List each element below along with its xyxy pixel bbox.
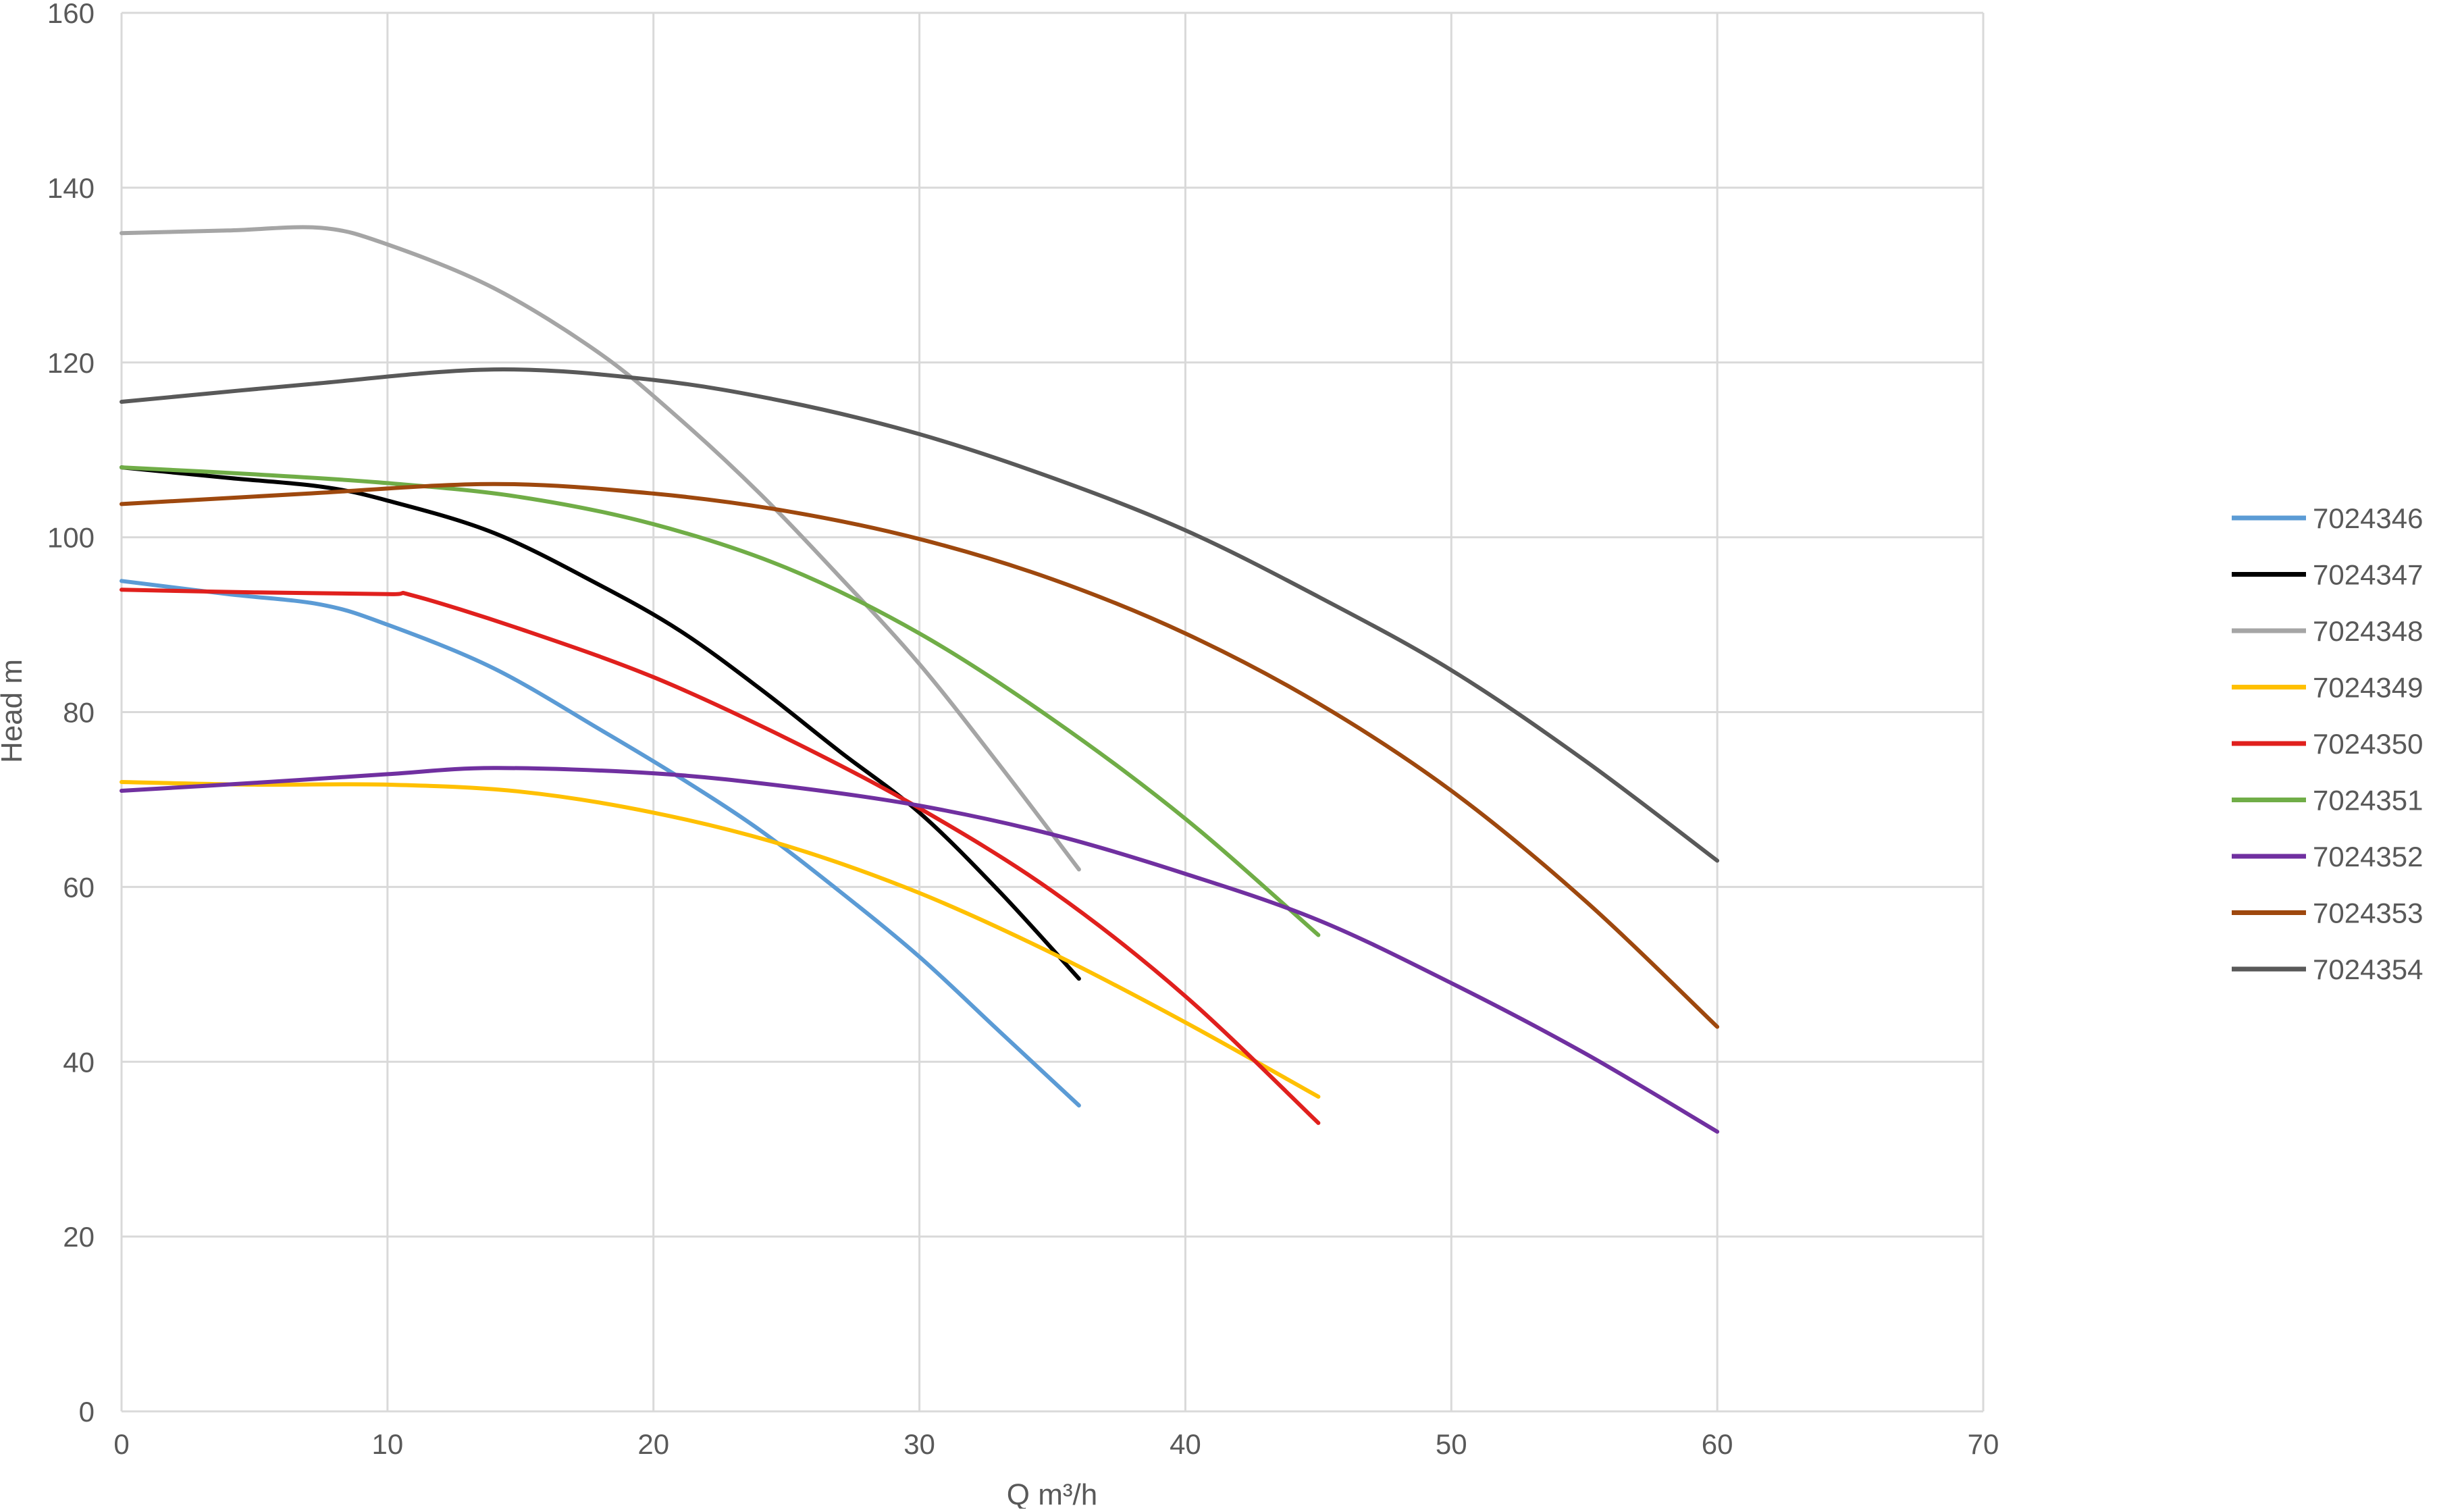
series-line-7024353	[120, 481, 1720, 1029]
series-line-7024352	[120, 766, 1720, 1134]
legend-label-7024352: 7024352	[2313, 841, 2423, 872]
legend-label-7024350: 7024350	[2313, 728, 2423, 760]
legend-label-7024348: 7024348	[2313, 615, 2423, 647]
series-line-7024346	[120, 579, 1081, 1107]
legend-label-7024346: 7024346	[2313, 502, 2423, 534]
series-line-7024349	[120, 780, 1321, 1099]
x-tick-label: 40	[1170, 1428, 1201, 1460]
y-tick-label: 20	[63, 1221, 95, 1253]
x-tick-label: 50	[1436, 1428, 1467, 1460]
y-tick-label: 60	[63, 871, 95, 903]
y-tick-label: 160	[47, 0, 95, 29]
x-tick-label: 60	[1702, 1428, 1733, 1460]
y-tick-label: 140	[47, 172, 95, 204]
series-line-7024351	[120, 465, 1321, 937]
y-tick-label: 0	[79, 1396, 95, 1428]
series-line-7024350	[120, 588, 1321, 1125]
legend-label-7024351: 7024351	[2313, 785, 2423, 816]
legend-label-7024349: 7024349	[2313, 672, 2423, 704]
grid-lines	[120, 11, 1985, 1413]
y-axis-title: Head m	[0, 659, 28, 763]
legend-label-7024347: 7024347	[2313, 559, 2423, 591]
x-tick-label: 0	[113, 1428, 129, 1460]
x-tick-label: 20	[637, 1428, 669, 1460]
y-tick-label: 40	[63, 1046, 95, 1078]
x-tick-label: 70	[1968, 1428, 1999, 1460]
series-line-7024348	[120, 225, 1081, 872]
series-line-7024347	[120, 465, 1081, 981]
legend-label-7024354: 7024354	[2313, 954, 2423, 985]
series-line-7024354	[120, 367, 1720, 863]
x-tick-label: 10	[371, 1428, 403, 1460]
series-lines	[120, 225, 1720, 1134]
x-axis-title: Q m³/h	[1007, 1478, 1097, 1509]
y-tick-label: 120	[47, 347, 95, 379]
y-tick-label: 100	[47, 522, 95, 554]
legend-label-7024353: 7024353	[2313, 897, 2423, 929]
x-tick-label: 30	[903, 1428, 935, 1460]
legend: 7024346 7024347 7024348 7024349 7024350 70243…	[2232, 502, 2423, 985]
y-tick-label: 80	[63, 697, 95, 729]
tick-labels: 0 20 40 60 80 100 120 140 160 0 10 20 30 40 50 60 70	[47, 0, 1999, 1460]
